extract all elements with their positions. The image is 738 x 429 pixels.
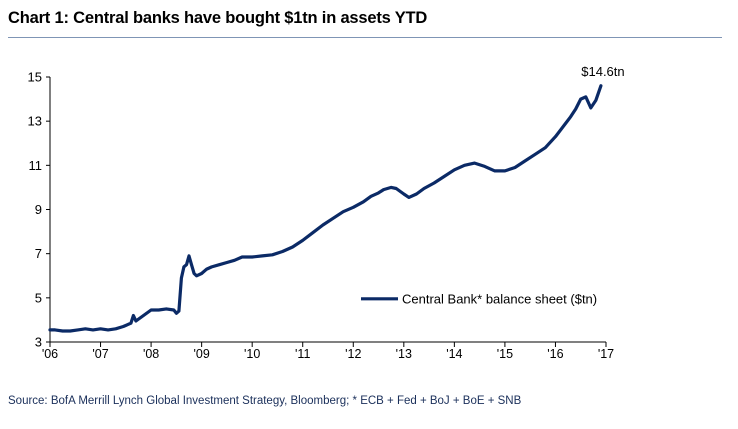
end-value-annotation: $14.6tn: [581, 64, 624, 79]
x-tick-label: '10: [244, 347, 260, 361]
x-tick-label: '16: [547, 347, 563, 361]
y-tick-label: 5: [35, 290, 42, 305]
legend-label: Central Bank* balance sheet ($tn): [402, 291, 597, 306]
x-tick-label: '17: [598, 347, 614, 361]
x-tick-label: '09: [193, 347, 209, 361]
y-tick-label: 11: [29, 158, 43, 173]
legend: Central Bank* balance sheet ($tn): [361, 291, 597, 306]
x-tick-label: '14: [446, 347, 462, 361]
x-tick-label: '12: [345, 347, 361, 361]
series-line: [48, 84, 603, 333]
x-axis: '06 '07 '08 '09 '10 '11 '12 '13 '14 '15 '16 '17: [42, 341, 614, 361]
plot-area: $14.6tn: [48, 64, 625, 333]
title-divider: [8, 37, 722, 38]
x-tick-label: '08: [143, 347, 159, 361]
x-tick-label: '11: [295, 347, 310, 361]
y-tick-label: 15: [28, 70, 42, 85]
chart-title: Chart 1: Central banks have bought $1tn …: [8, 9, 428, 27]
y-tick-label: 9: [35, 202, 42, 217]
x-tick-label: '13: [396, 347, 412, 361]
x-tick-label: '15: [497, 347, 513, 361]
x-tick-label: '07: [92, 347, 108, 361]
source-note: Source: BofA Merrill Lynch Global Invest…: [8, 395, 522, 407]
y-tick-label: 3: [35, 335, 42, 350]
y-tick-label: 7: [35, 246, 42, 261]
y-axis: 3 5 7 9 11 13 15: [28, 70, 51, 350]
x-tick-label: '06: [42, 347, 58, 361]
y-tick-label: 13: [28, 114, 42, 129]
